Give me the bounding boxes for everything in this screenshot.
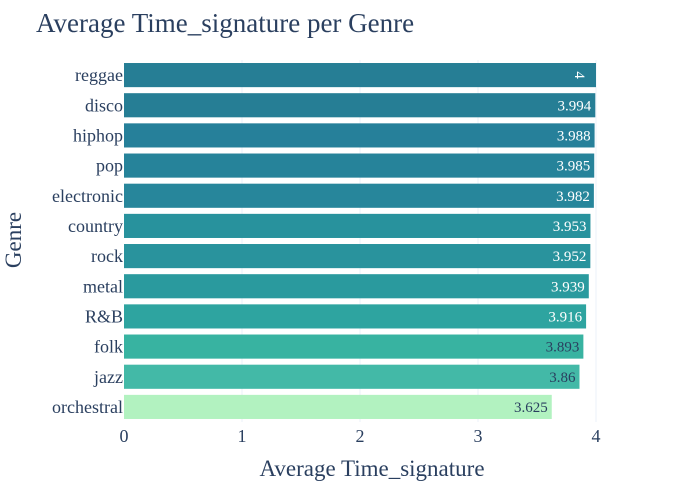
x-tick-label: 2 — [356, 426, 365, 446]
bar-value-label: 3.982 — [556, 189, 590, 205]
x-tick-label: 1 — [238, 426, 247, 446]
x-tick-label: 4 — [592, 426, 601, 446]
y-tick-label: reggae — [75, 65, 123, 85]
bar-pop — [124, 153, 595, 178]
bar-value-label: 3.916 — [548, 309, 582, 325]
bar-value-label: 3.994 — [558, 98, 592, 114]
x-tick-label: 3 — [474, 426, 483, 446]
bar-value-label: 3.988 — [557, 128, 591, 144]
bar-orchestral — [124, 394, 552, 419]
bars-group — [124, 63, 596, 419]
bar-rock — [124, 244, 591, 269]
bar-jazz — [124, 364, 580, 389]
bar-reggae — [124, 63, 596, 88]
bar-value-label: 4 — [571, 71, 587, 79]
bar-metal — [124, 274, 589, 299]
x-tick-labels: 0 1 2 3 4 — [120, 426, 601, 446]
bar-r-b — [124, 304, 587, 329]
bar-value-label: 3.86 — [549, 370, 576, 386]
bar-value-label: 3.939 — [551, 279, 585, 295]
y-tick-label: jazz — [93, 367, 123, 387]
chart-title: Average Time_signature per Genre — [36, 8, 414, 38]
y-tick-label: rock — [91, 246, 123, 266]
bar-folk — [124, 334, 584, 359]
bar-country — [124, 213, 591, 238]
x-axis-title: Average Time_signature — [259, 456, 484, 481]
y-tick-label: orchestral — [52, 397, 123, 417]
y-axis-title: Genre — [1, 212, 26, 268]
x-tick-label: 0 — [120, 426, 129, 446]
bar-value-label: 3.625 — [514, 400, 548, 416]
y-tick-labels: reggae disco hiphop pop electronic country roc… — [52, 65, 123, 417]
bar-value-label: 3.985 — [556, 159, 590, 175]
y-tick-label: country — [68, 216, 123, 236]
bar-hiphop — [124, 123, 595, 148]
y-tick-label: metal — [83, 276, 123, 296]
y-tick-label: folk — [94, 337, 123, 357]
bar-disco — [124, 93, 596, 118]
y-tick-label: hiphop — [73, 125, 123, 145]
y-tick-label: disco — [85, 95, 123, 115]
bar-value-label: 3.893 — [546, 340, 580, 356]
y-tick-label: electronic — [52, 186, 123, 206]
bar-electronic — [124, 183, 594, 208]
bar-value-label: 3.953 — [553, 219, 587, 235]
y-tick-label: R&B — [85, 306, 123, 326]
bar-value-labels: 4 3.994 3.988 3.985 3.982 3.953 3.952 3.939 3.91… — [514, 71, 592, 416]
gridlines — [241, 60, 597, 422]
bar-value-label: 3.952 — [553, 249, 587, 265]
y-tick-label: pop — [96, 156, 123, 176]
